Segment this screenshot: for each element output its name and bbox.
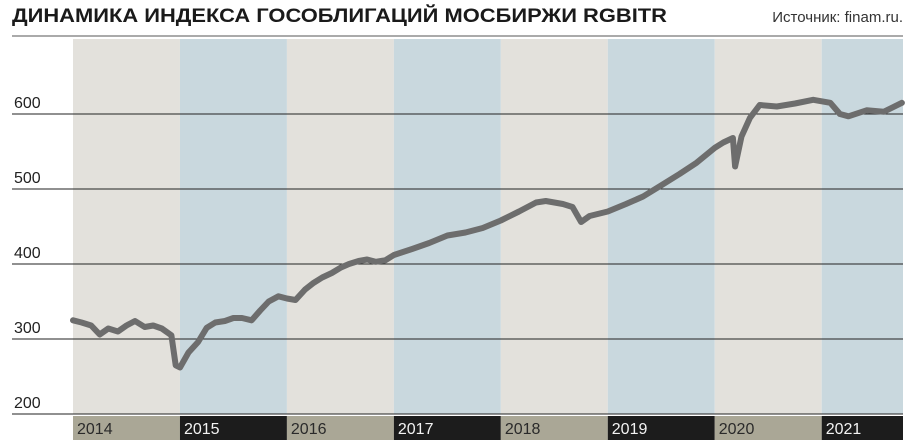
year-band — [821, 39, 903, 414]
x-tick-label: 2019 — [612, 421, 648, 438]
year-label-bg — [286, 416, 394, 440]
year-band — [714, 39, 822, 414]
year-label-bg — [714, 416, 822, 440]
year-label-bg — [73, 416, 180, 440]
x-tick-label: 2018 — [505, 421, 541, 438]
x-tick-label: 2017 — [398, 421, 434, 438]
year-label-bg — [821, 416, 903, 440]
y-tick-label: 400 — [14, 245, 41, 262]
x-tick-label: 2021 — [826, 421, 862, 438]
year-label-bg — [393, 416, 501, 440]
year-label-bg — [500, 416, 608, 440]
year-label-bg — [607, 416, 715, 440]
year-band — [179, 39, 287, 414]
source: Источник: finam.ru. — [772, 9, 903, 26]
y-tick-label: 200 — [14, 395, 41, 412]
index-line — [70, 96, 905, 371]
x-tick-label: 2015 — [184, 421, 220, 438]
x-tick-label: 2016 — [291, 421, 327, 438]
left-margin — [12, 39, 73, 414]
year-band — [500, 39, 608, 414]
chart-title: ДИНАМИКА ИНДЕКСА ГОСОБЛИГАЦИЙ МОСБИРЖИ R… — [12, 5, 667, 27]
year-band — [607, 39, 715, 414]
year-band — [286, 39, 394, 414]
y-tick-label: 600 — [14, 95, 41, 112]
y-tick-label: 500 — [14, 170, 41, 187]
year-label-bg — [179, 416, 287, 440]
year-band — [73, 39, 180, 414]
y-tick-label: 300 — [14, 320, 41, 337]
axis-bar-left — [12, 416, 73, 440]
x-tick-label: 2014 — [77, 421, 113, 438]
x-tick-label: 2020 — [719, 421, 755, 438]
